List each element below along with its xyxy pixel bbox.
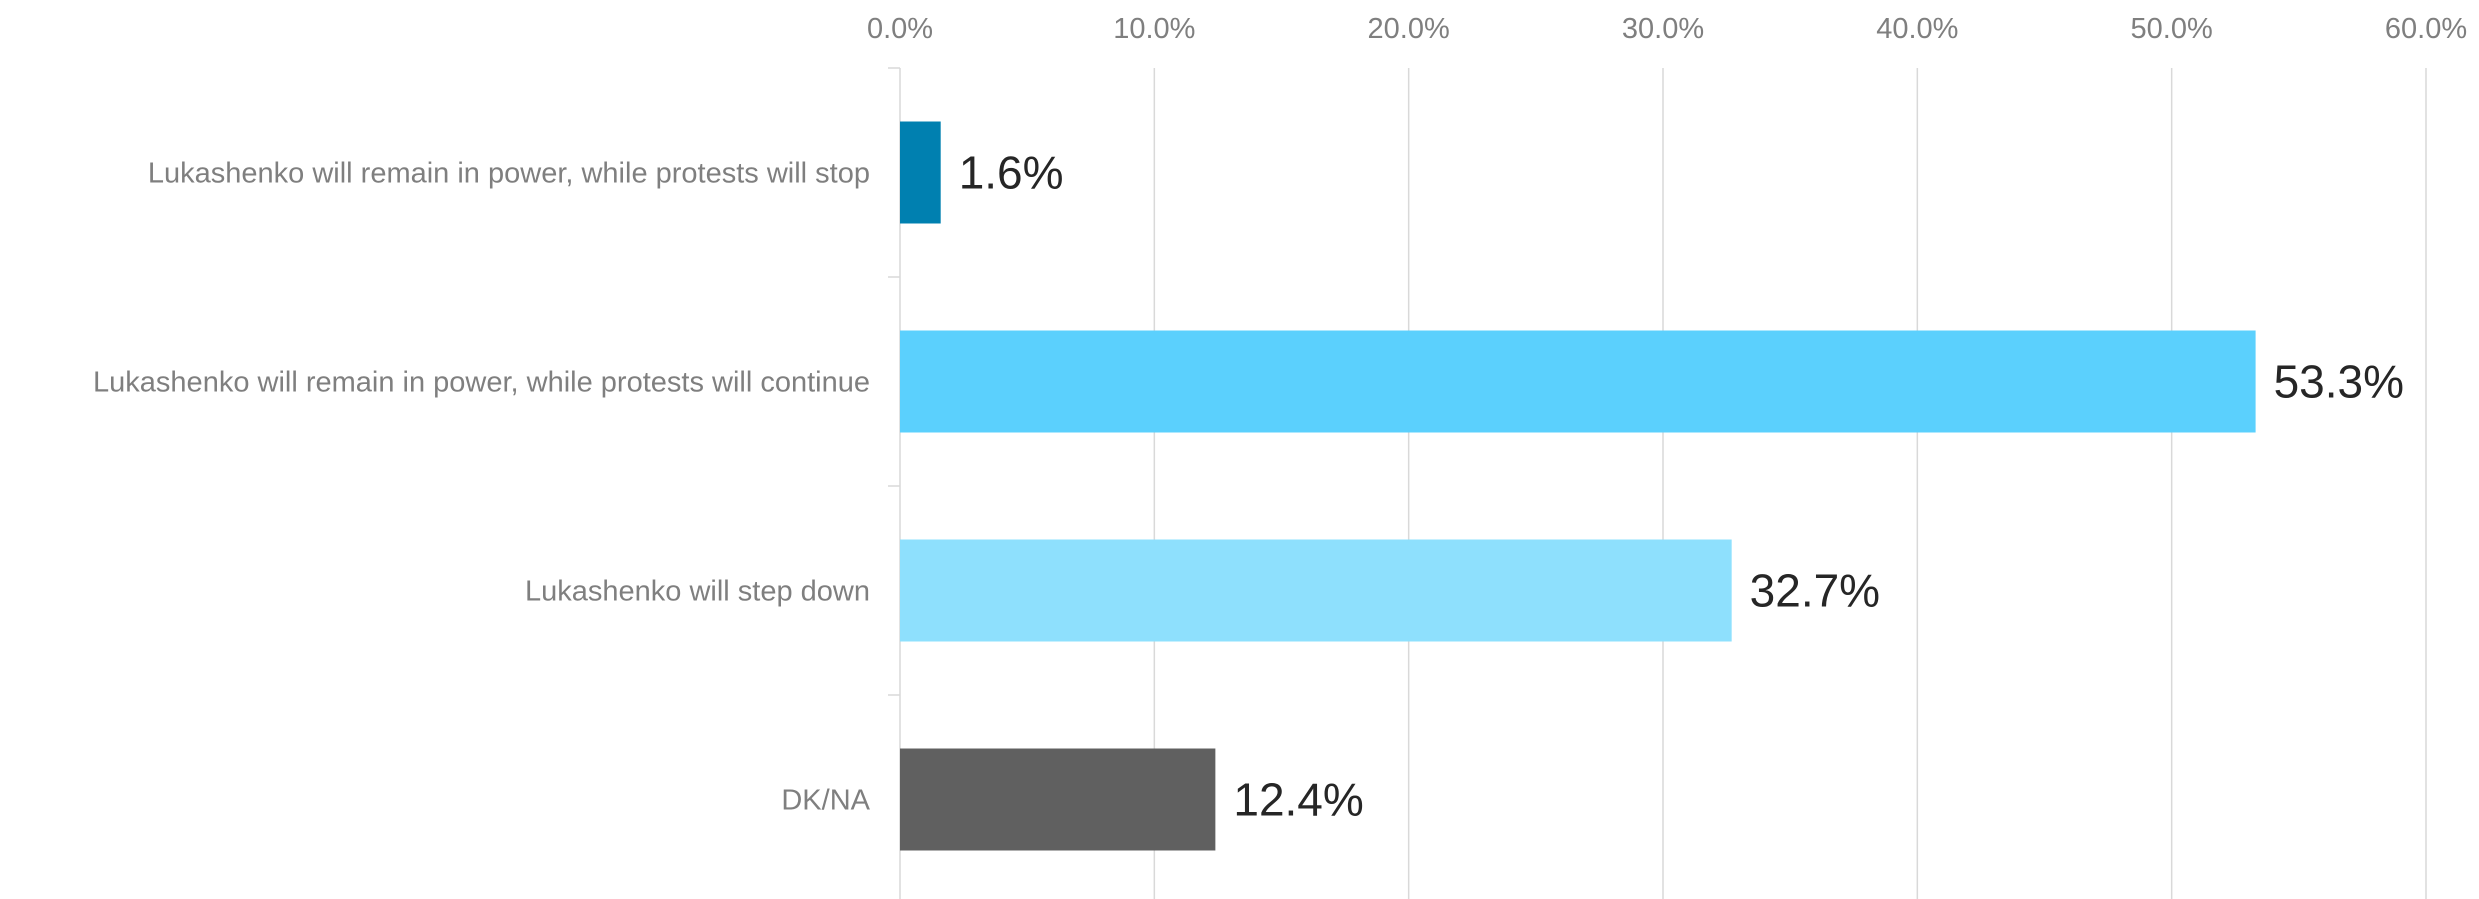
x-tick-label: 0.0% <box>867 13 933 45</box>
data-label: 12.4% <box>1233 774 1363 826</box>
bar <box>900 539 1732 642</box>
x-tick-label: 30.0% <box>1622 13 1704 45</box>
x-tick-label: 60.0% <box>2385 13 2467 45</box>
x-tick-label: 40.0% <box>1876 13 1958 45</box>
bar <box>900 121 941 224</box>
category-label: DK/NA <box>781 785 870 817</box>
category-label: Lukashenko will remain in power, while p… <box>148 158 870 190</box>
data-label: 32.7% <box>1750 565 1880 617</box>
category-label: Lukashenko will step down <box>525 576 870 608</box>
bars <box>900 121 2256 851</box>
x-tick-label: 10.0% <box>1113 13 1195 45</box>
x-tick-label: 50.0% <box>2131 13 2213 45</box>
bar <box>900 330 2256 433</box>
category-label: Lukashenko will remain in power, while p… <box>93 367 870 399</box>
data-label: 1.6% <box>959 147 1064 199</box>
x-tick-label: 20.0% <box>1368 13 1450 45</box>
category-labels: Lukashenko will remain in power, while p… <box>93 158 871 817</box>
data-label: 53.3% <box>2274 356 2404 408</box>
bar <box>900 748 1216 851</box>
x-axis-ticks: 0.0% 10.0% 20.0% 30.0% 40.0% 50.0% 60.0% <box>867 13 2467 45</box>
data-labels: 1.6% 53.3% 32.7% 12.4% <box>959 147 2404 826</box>
